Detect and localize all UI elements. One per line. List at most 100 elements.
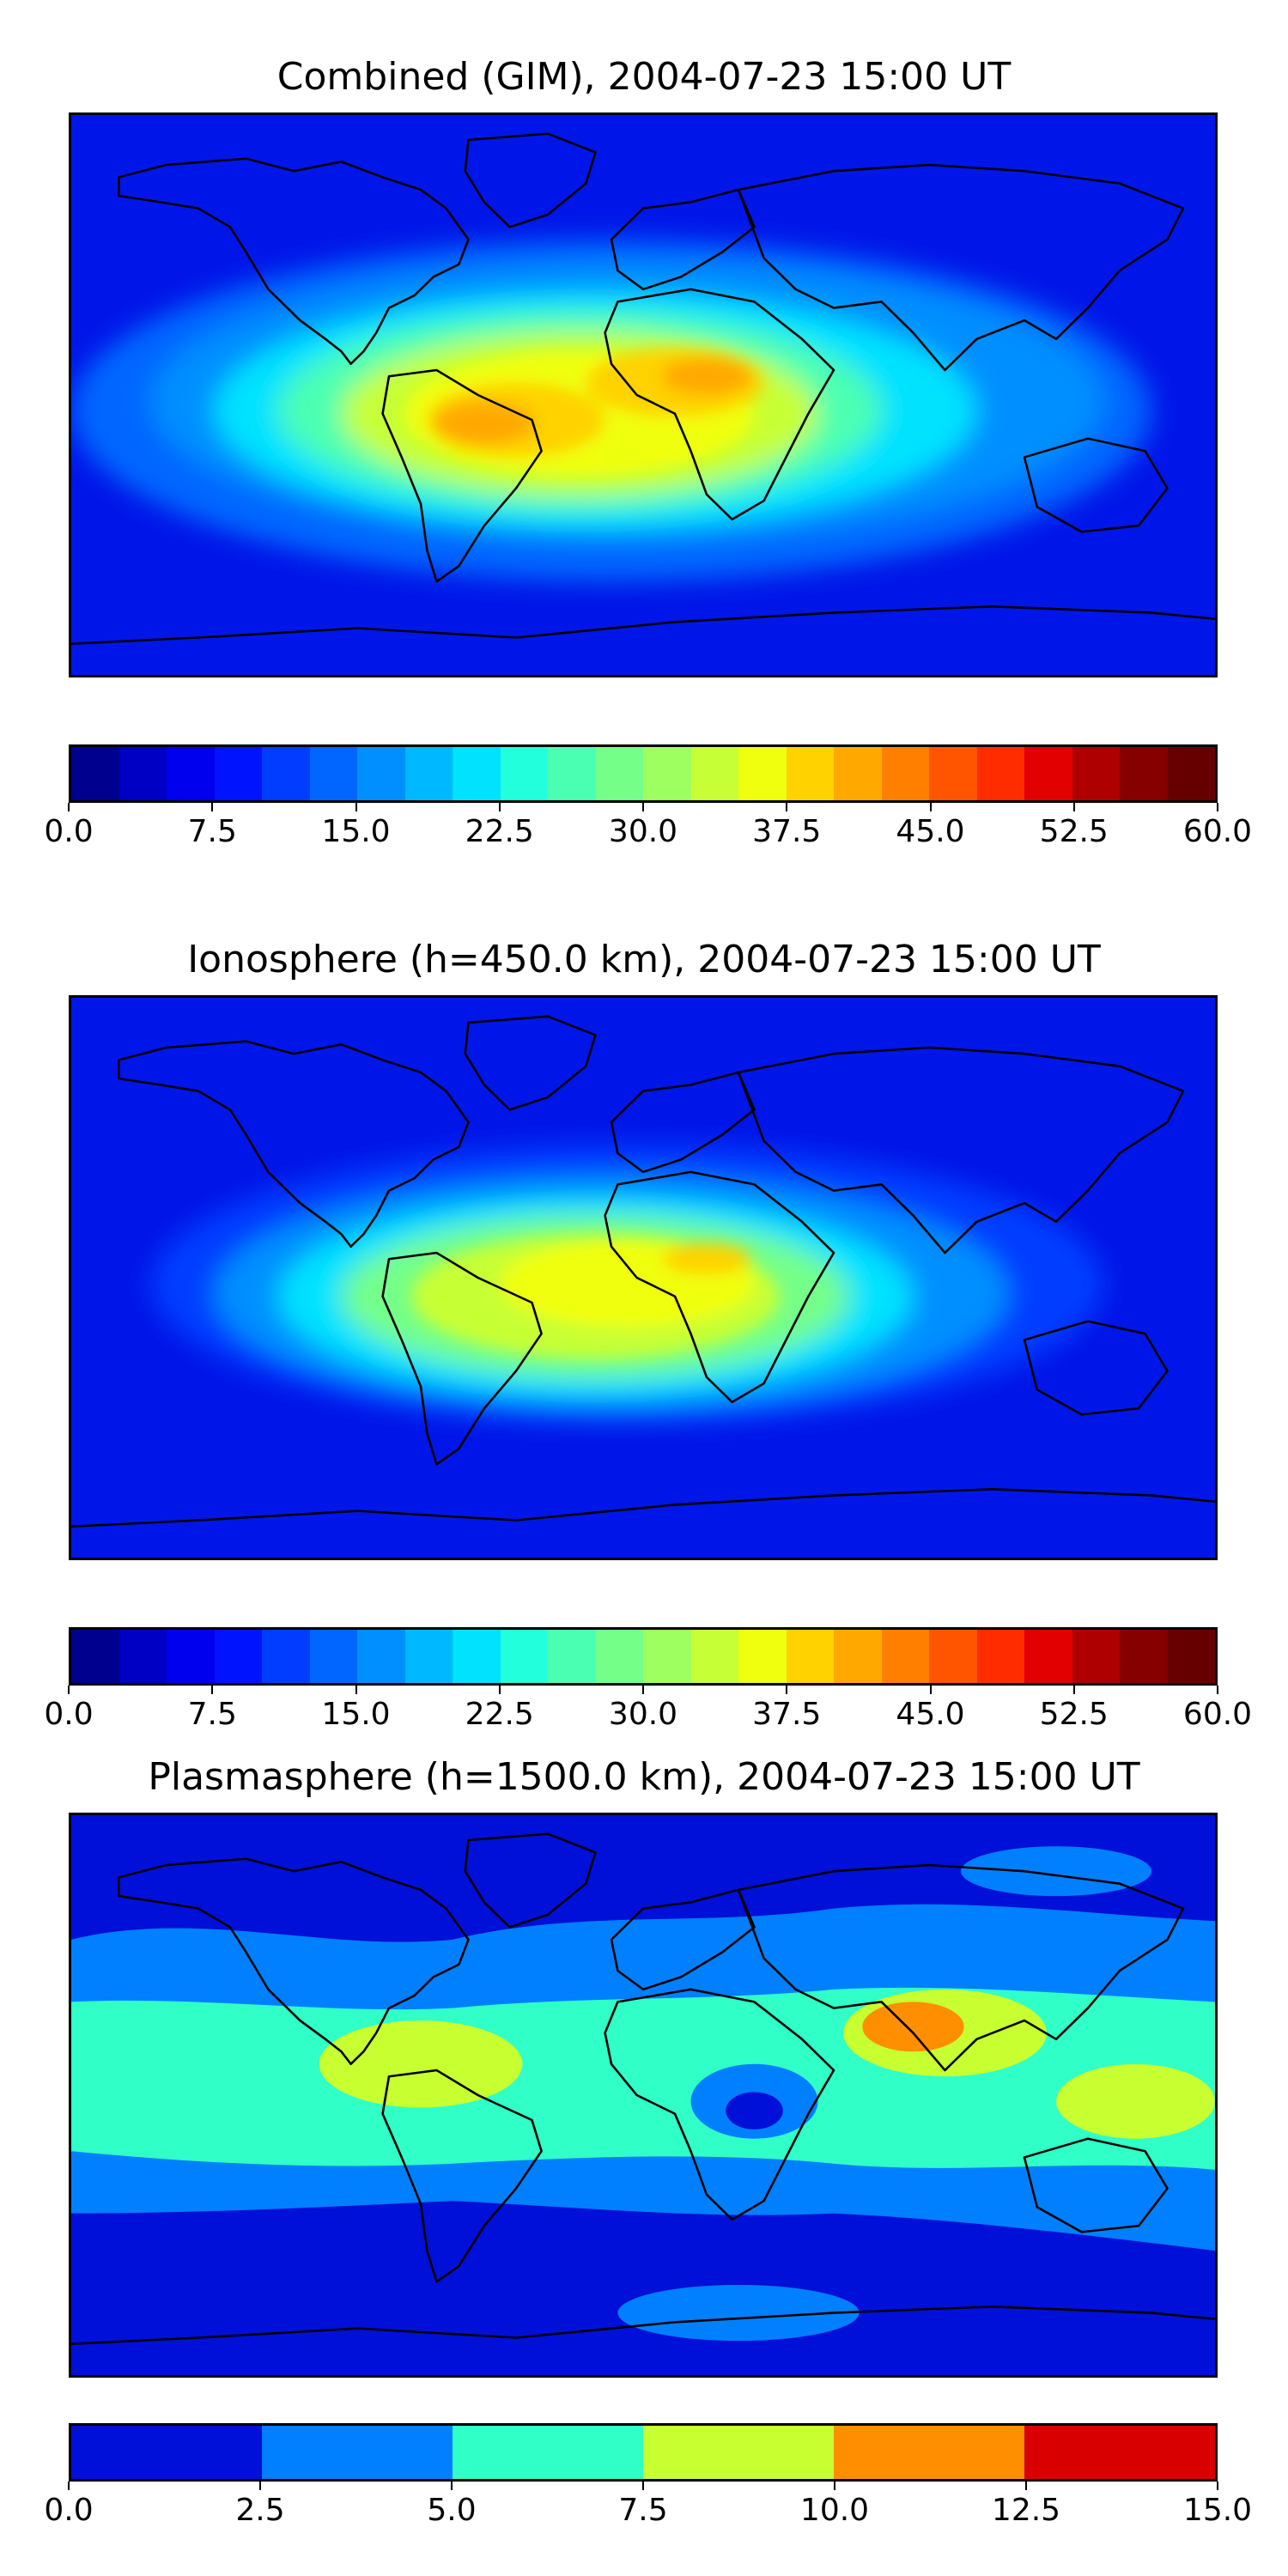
- colorbar-tick-label: 5.0: [427, 2493, 477, 2528]
- field-peak-red-a: [433, 401, 536, 445]
- colorbar-segment: [595, 1630, 643, 1683]
- colorbar-segment: [929, 1630, 977, 1683]
- coast-greenland: [464, 1015, 597, 1111]
- coast-europe: [610, 1071, 756, 1174]
- colorbar-segment: [500, 747, 548, 800]
- coast-south-america: [381, 2069, 543, 2283]
- coast-europe: [610, 1888, 756, 1991]
- colorbar-segment: [453, 1630, 501, 1683]
- colorbar-segment: [881, 747, 929, 800]
- colorbar-segment: [976, 747, 1024, 800]
- colorbar-segment: [881, 1630, 929, 1683]
- colorbar-segment: [214, 747, 262, 800]
- coast-africa: [604, 288, 835, 521]
- colorbar-segment: [404, 1630, 453, 1683]
- colorbar-segment: [786, 1630, 834, 1683]
- colorbar-segment: [500, 1630, 548, 1683]
- colorbar-segment: [690, 1630, 738, 1683]
- coast-south-america: [381, 368, 543, 583]
- colorbar-tick-label: 37.5: [752, 814, 822, 849]
- coast-africa: [604, 1988, 835, 2221]
- colorbar-segment: [548, 747, 596, 800]
- coast-asia: [737, 163, 1185, 372]
- colorbar-segment: [738, 747, 787, 800]
- colorbar-segment: [309, 1630, 357, 1683]
- field-orange-patch-india: [862, 2002, 964, 2052]
- colorbar-segment: [976, 1630, 1024, 1683]
- colorbar-segment: [1167, 747, 1215, 800]
- colorbar-tick-label: 22.5: [465, 1697, 534, 1732]
- colorbar-tick-label: 45.0: [896, 814, 965, 849]
- colorbar-segment: [1072, 747, 1120, 800]
- colorbar-segment: [309, 747, 357, 800]
- colorbar-segment: [71, 747, 119, 800]
- colorbar-segment: [1024, 747, 1072, 800]
- colorbar-segment: [118, 1630, 167, 1683]
- colorbar-segment: [1024, 2426, 1215, 2479]
- coastlines: [71, 132, 1215, 646]
- colorbar-segment: [1072, 1630, 1120, 1683]
- colorbar-segment: [118, 747, 167, 800]
- colorbar-combined: [69, 744, 1218, 803]
- colorbar-tick-label: 37.5: [752, 1697, 822, 1732]
- colorbar-tick-label: 15.0: [321, 1697, 391, 1732]
- coast-north-america: [118, 1857, 470, 2066]
- colorbar-tick-label: 15.0: [321, 814, 391, 849]
- colorbar-segment: [643, 1630, 691, 1683]
- colorbar-segment: [404, 747, 453, 800]
- panel-title-plasmasphere: Plasmasphere (h=1500.0 km), 2004-07-23 1…: [148, 1755, 1140, 1799]
- colorbar-tick-label: 60.0: [1182, 814, 1253, 849]
- colorbar-segment: [643, 2426, 834, 2479]
- colorbar-tick-label: 22.5: [465, 814, 534, 849]
- colorbar-segment: [834, 2426, 1024, 2479]
- colorbar-tick-label: 0.0: [44, 1697, 94, 1732]
- colorbar-ticks-combined: 0.0 7.5 15.0 22.5 30.0 37.5 45.0 52.5 60.0: [44, 803, 1252, 854]
- map-ionosphere: [69, 995, 1218, 1560]
- colorbar-tick-label: 30.0: [608, 1697, 678, 1732]
- colorbar-segment: [1120, 747, 1168, 800]
- coastlines: [71, 1832, 1215, 2346]
- colorbar-tick-label: 52.5: [1039, 1697, 1109, 1732]
- field-lime-patch-indonesia: [1056, 2063, 1215, 2139]
- colorbar-ionosphere: [69, 1627, 1218, 1686]
- colorbar-segment: [71, 1630, 119, 1683]
- coastlines: [71, 1015, 1215, 1528]
- colorbar-segment: [357, 747, 405, 800]
- colorbar-ticks-ionosphere: 0.0 7.5 15.0 22.5 30.0 37.5 45.0 52.5 60.0: [44, 1686, 1252, 1737]
- coast-antarctica: [71, 1488, 1215, 1528]
- colorbar-segment: [595, 747, 643, 800]
- colorbar-segment: [262, 1630, 310, 1683]
- coast-antarctica: [71, 2306, 1215, 2346]
- colorbar-tick-label: 10.0: [799, 2493, 870, 2528]
- coast-asia: [737, 1863, 1185, 2072]
- coast-greenland: [464, 132, 597, 228]
- colorbar-tick-label: 2.5: [235, 2493, 285, 2528]
- coast-antarctica: [71, 605, 1215, 646]
- coast-north-america: [118, 1040, 470, 1249]
- colorbar-tick-label: 7.5: [618, 2493, 668, 2528]
- colorbar-tick-label: 15.0: [1182, 2493, 1253, 2528]
- coast-north-america: [118, 157, 470, 366]
- colorbar-segment: [643, 747, 691, 800]
- colorbar-segment: [834, 1630, 882, 1683]
- field-darkblue-patch-africa: [726, 2092, 783, 2129]
- colorbar-segment: [1167, 1630, 1215, 1683]
- field-blue-patch-south: [617, 2284, 860, 2342]
- colorbar-tick-label: 45.0: [896, 1697, 965, 1732]
- colorbar-segment: [453, 2426, 643, 2479]
- colorbar-segment: [357, 1630, 405, 1683]
- coast-south-america: [381, 1251, 543, 1466]
- coast-australia: [1023, 1320, 1169, 1416]
- map-combined: [69, 112, 1218, 677]
- colorbar-segment: [929, 747, 977, 800]
- colorbar-segment: [167, 747, 215, 800]
- colorbar-segment: [738, 1630, 787, 1683]
- field-blue-patch-north: [961, 1846, 1151, 1897]
- colorbar-segment: [262, 747, 310, 800]
- panel-title-ionosphere: Ionosphere (h=450.0 km), 2004-07-23 15:0…: [187, 938, 1101, 981]
- colorbar-tick-label: 7.5: [187, 1697, 237, 1732]
- colorbar-segment: [690, 747, 738, 800]
- colorbar-segment: [214, 1630, 262, 1683]
- colorbar-tick-label: 12.5: [991, 2493, 1061, 2528]
- colorbar-tick-label: 0.0: [44, 814, 94, 849]
